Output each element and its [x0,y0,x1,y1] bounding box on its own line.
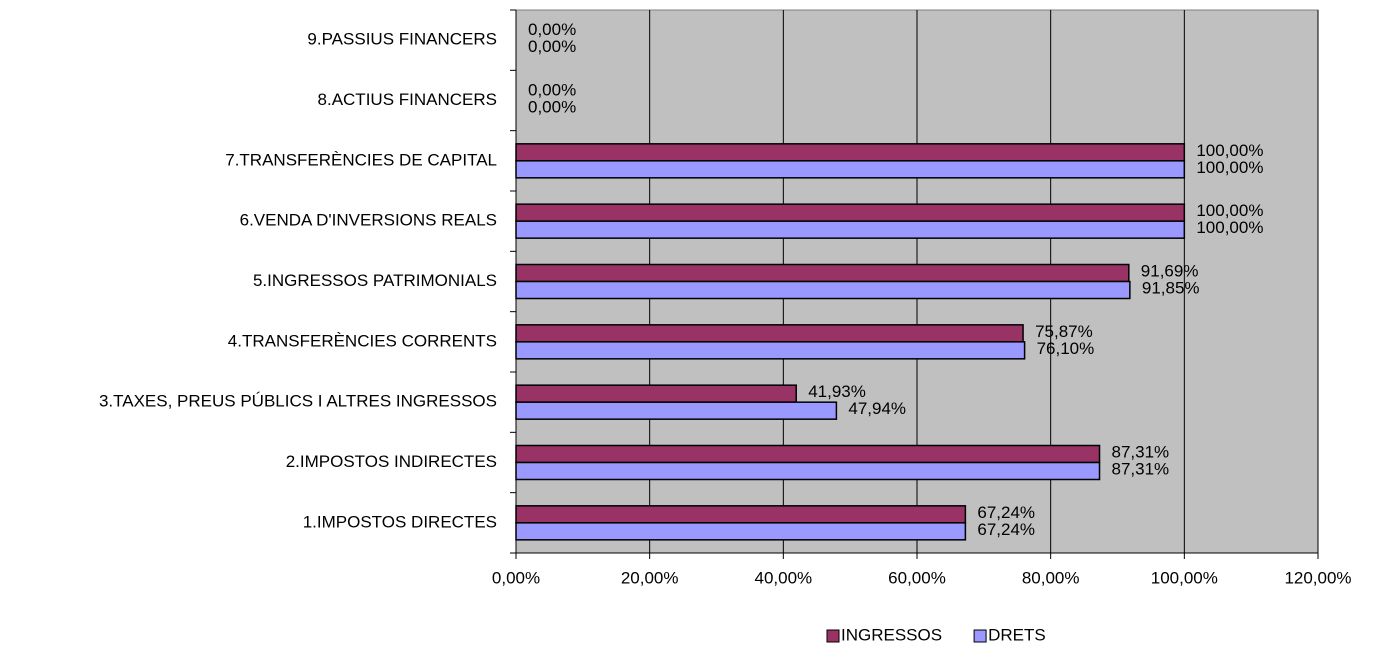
y-tick-label: 7.TRANSFERÈNCIES DE CAPITAL [225,150,497,169]
value-label: 47,94% [848,399,906,418]
y-tick-label: 3.TAXES, PREUS PÚBLICS I ALTRES INGRESSO… [99,392,497,411]
bar [515,324,1024,343]
legend-label: DRETS [988,625,1046,644]
bar [515,263,1130,283]
legend-swatch [826,629,840,643]
value-label: 87,31% [1112,442,1170,461]
bar [515,505,967,524]
value-label: 41,93% [808,382,866,401]
y-tick-label: 2.IMPOSTOS INDIRECTES [286,452,497,471]
value-label: 0,00% [528,37,576,56]
y-tick-label: 5.INGRESSOS PATRIMONIALS [253,271,497,290]
value-label: 67,24% [977,503,1035,522]
x-tick-label: 80,00% [1022,568,1080,587]
value-label: 91,85% [1142,278,1200,297]
bar [515,522,967,541]
legend-swatch [973,629,987,643]
y-tick-label: 6.VENDA D'INVERSIONS REALS [240,211,497,230]
value-label: 100,00% [1196,218,1263,237]
legend-label: INGRESSOS [841,625,942,644]
bar [515,143,1186,162]
value-label: 100,00% [1196,158,1263,177]
bar [515,384,797,403]
x-tick-label: 120,00% [1284,568,1351,587]
bar [515,280,1131,300]
bar [515,203,1186,222]
bar [515,160,1186,179]
value-label: 76,10% [1037,339,1095,358]
x-tick-label: 0,00% [492,568,540,587]
bar [515,341,1026,360]
bar [515,401,838,420]
value-label: 100,00% [1196,141,1263,160]
bar [515,220,1186,239]
value-label: 0,00% [528,97,576,116]
value-label: 100,00% [1196,201,1263,220]
y-tick-label: 4.TRANSFERÈNCIES CORRENTS [228,331,497,350]
value-label: 0,00% [528,80,576,99]
value-label: 91,69% [1141,261,1199,280]
x-tick-label: 100,00% [1151,568,1218,587]
bar [515,444,1101,464]
y-tick-label: 1.IMPOSTOS DIRECTES [303,512,497,531]
value-label: 67,24% [977,520,1035,539]
value-label: 0,00% [528,20,576,39]
bar [515,461,1101,481]
value-label: 75,87% [1035,322,1093,341]
x-tick-label: 20,00% [621,568,679,587]
x-tick-label: 40,00% [754,568,812,587]
value-label: 87,31% [1112,459,1170,478]
y-tick-label: 9.PASSIUS FINANCERS [307,30,497,49]
y-tick-label: 8.ACTIUS FINANCERS [318,90,497,109]
x-tick-label: 60,00% [888,568,946,587]
